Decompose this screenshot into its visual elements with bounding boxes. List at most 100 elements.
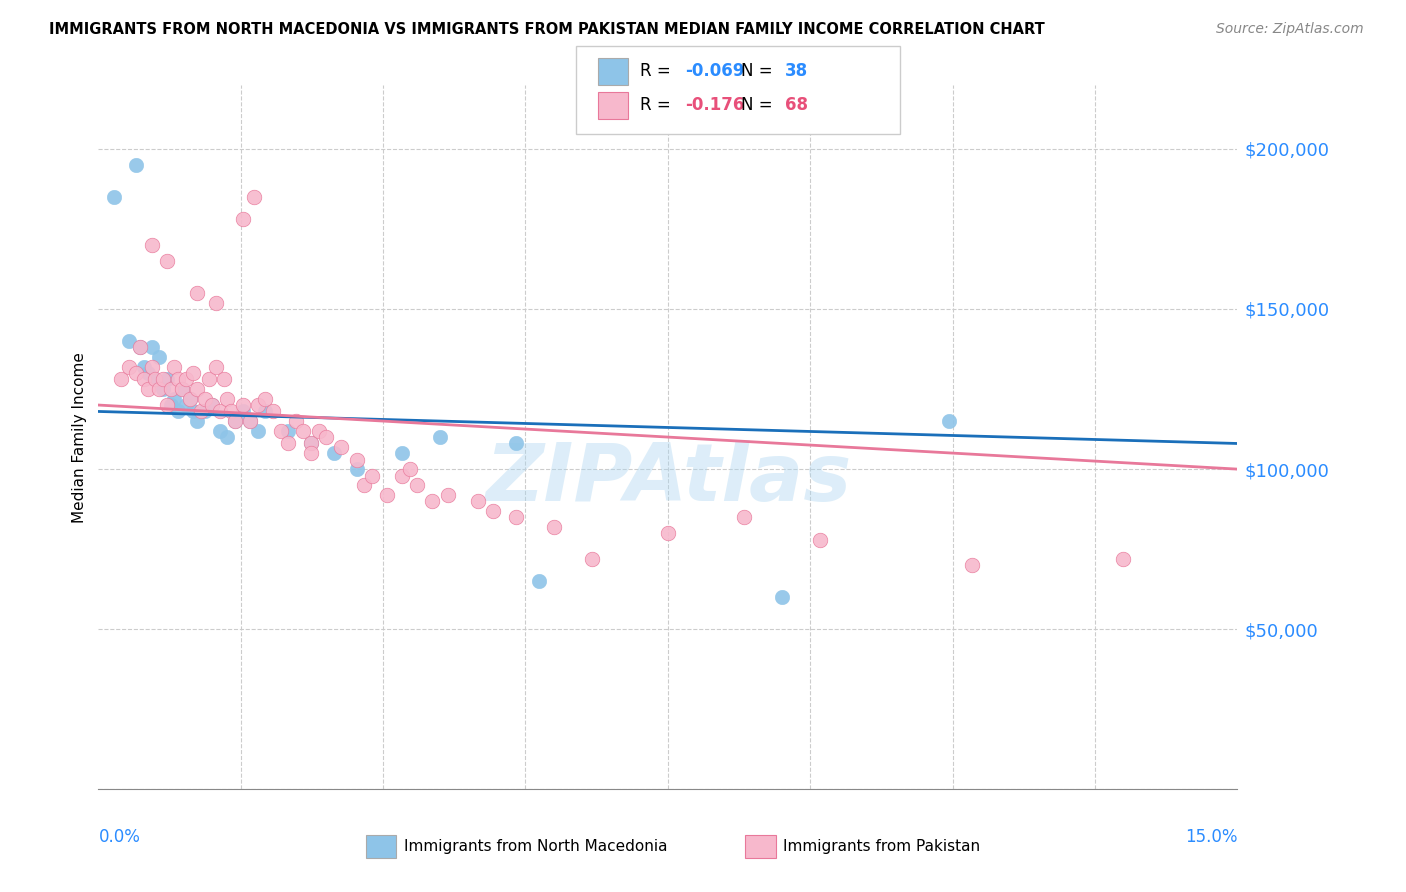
Point xyxy=(186,414,208,428)
Point xyxy=(136,382,159,396)
Text: IMMIGRANTS FROM NORTH MACEDONIA VS IMMIGRANTS FROM PAKISTAN MEDIAN FAMILY INCOME: IMMIGRANTS FROM NORTH MACEDONIA VS IMMIG… xyxy=(49,22,1045,37)
Text: ZIPAtlas: ZIPAtlas xyxy=(485,441,851,518)
Point xyxy=(148,350,170,364)
Point xyxy=(129,340,152,354)
Point xyxy=(205,295,228,310)
Point xyxy=(217,392,239,406)
Point xyxy=(467,494,489,508)
Text: N =: N = xyxy=(741,96,778,114)
Point xyxy=(221,404,243,418)
Text: 0.0%: 0.0% xyxy=(98,828,141,847)
Point xyxy=(159,398,181,412)
Text: 38: 38 xyxy=(785,62,807,80)
Point xyxy=(429,430,451,444)
Point xyxy=(299,436,322,450)
Point xyxy=(132,372,155,386)
Point xyxy=(186,285,208,300)
Point xyxy=(243,190,266,204)
Point xyxy=(152,382,174,396)
Text: R =: R = xyxy=(640,96,681,114)
Point xyxy=(315,430,337,444)
Point xyxy=(239,414,262,428)
Point xyxy=(186,382,208,396)
Point xyxy=(657,526,679,541)
Point xyxy=(299,436,322,450)
Point xyxy=(110,372,132,386)
Point xyxy=(194,392,217,406)
Point xyxy=(167,404,190,418)
Point xyxy=(270,424,292,438)
Point xyxy=(770,591,793,605)
Point xyxy=(190,404,212,418)
Point xyxy=(346,462,368,476)
Point xyxy=(103,190,125,204)
Point xyxy=(527,574,550,589)
Point xyxy=(205,359,228,374)
Point xyxy=(232,404,254,418)
Point xyxy=(938,414,960,428)
Point xyxy=(148,382,170,396)
Point xyxy=(232,398,254,412)
Point xyxy=(960,558,983,573)
Point xyxy=(174,372,197,386)
Point xyxy=(391,446,413,460)
Point xyxy=(208,404,231,418)
Point xyxy=(141,238,163,252)
Point xyxy=(141,340,163,354)
Point xyxy=(197,372,219,386)
Point xyxy=(145,372,167,386)
Text: Immigrants from North Macedonia: Immigrants from North Macedonia xyxy=(404,839,666,854)
Point xyxy=(322,446,344,460)
Text: Source: ZipAtlas.com: Source: ZipAtlas.com xyxy=(1216,22,1364,37)
Point xyxy=(125,158,148,172)
Point xyxy=(581,551,603,566)
Point xyxy=(179,392,201,406)
Point xyxy=(505,510,527,524)
Text: -0.069: -0.069 xyxy=(685,62,744,80)
Point xyxy=(201,398,224,412)
Point xyxy=(733,510,755,524)
Point xyxy=(277,436,299,450)
Point xyxy=(284,414,307,428)
Point xyxy=(118,359,141,374)
Point xyxy=(145,372,167,386)
Point xyxy=(375,488,398,502)
Text: -0.176: -0.176 xyxy=(685,96,744,114)
Point xyxy=(262,404,284,418)
Point xyxy=(398,462,420,476)
Text: N =: N = xyxy=(741,62,778,80)
Point xyxy=(208,424,231,438)
Point xyxy=(194,404,217,418)
Point xyxy=(239,414,262,428)
Point xyxy=(156,398,179,412)
Point xyxy=(360,468,382,483)
Point xyxy=(482,504,505,518)
Point xyxy=(212,372,235,386)
Point xyxy=(246,424,269,438)
Point xyxy=(353,478,375,492)
Point xyxy=(1112,551,1135,566)
Text: Immigrants from Pakistan: Immigrants from Pakistan xyxy=(783,839,980,854)
Point xyxy=(254,392,277,406)
Point xyxy=(129,340,152,354)
Point xyxy=(201,398,224,412)
Text: 68: 68 xyxy=(785,96,807,114)
Point xyxy=(170,382,193,396)
Point xyxy=(505,436,527,450)
Point xyxy=(543,520,565,534)
Point xyxy=(183,404,205,418)
Point xyxy=(277,424,299,438)
Point xyxy=(183,366,205,380)
Point xyxy=(156,253,179,268)
Point xyxy=(163,359,186,374)
Point xyxy=(136,366,159,380)
Point xyxy=(141,359,163,374)
Point xyxy=(422,494,444,508)
Point xyxy=(330,440,353,454)
Point xyxy=(156,372,179,386)
Point xyxy=(224,414,246,428)
Point xyxy=(808,533,831,547)
Point xyxy=(167,372,190,386)
Y-axis label: Median Family Income: Median Family Income xyxy=(72,351,87,523)
Point xyxy=(125,366,148,380)
